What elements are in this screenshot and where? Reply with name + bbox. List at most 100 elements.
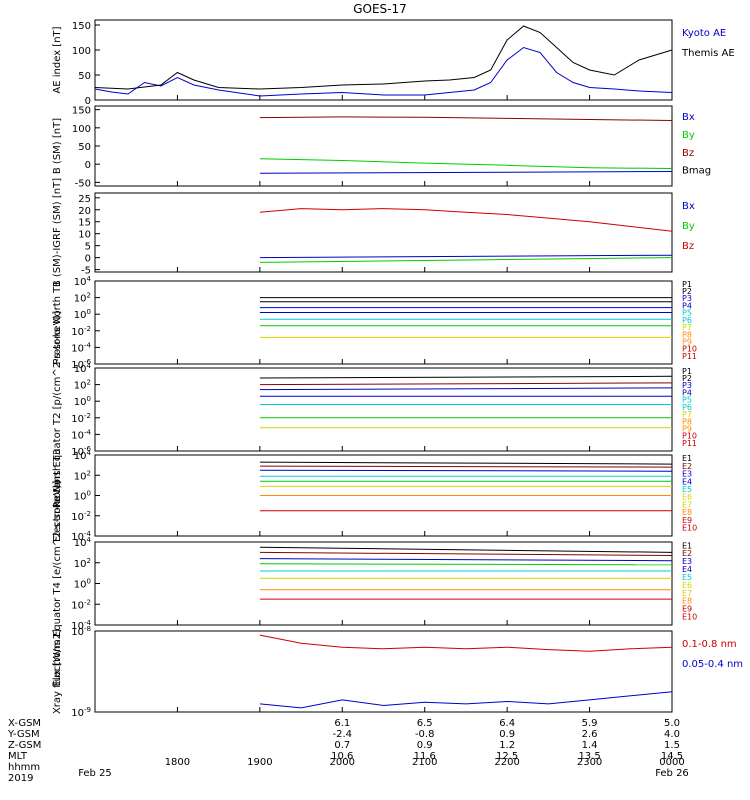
y-tick-label: 0	[85, 254, 91, 265]
y-tick-label: -5	[81, 266, 91, 277]
legend-entry: P10	[682, 432, 697, 441]
y-tick-label: 25	[78, 194, 91, 205]
y-tick-exponent: 0	[87, 308, 91, 316]
legend-entry: E5	[682, 573, 692, 582]
series-p3	[259, 387, 673, 391]
y-tick-exponent: -9	[84, 706, 91, 714]
ephemeris-value-z_gsm: 1.5	[664, 740, 680, 751]
legend-entry: E5	[682, 485, 692, 494]
legend-entry: E4	[682, 565, 692, 574]
y-tick-exponent: -4	[84, 530, 92, 538]
legend-entry: P9	[682, 425, 692, 434]
ephemeris-value-z_gsm: 1.4	[582, 740, 598, 751]
y-tick-exponent: 4	[87, 275, 92, 283]
legend-entry: Bmag	[682, 166, 711, 177]
legend-entry: P11	[682, 439, 697, 448]
legend-entry: E1	[682, 454, 692, 463]
ephemeris-row-label: MLT	[8, 751, 28, 762]
date-start-label: Feb 25	[78, 768, 112, 779]
time-tick-label: 2000	[330, 757, 355, 768]
legend-entry: E6	[682, 493, 692, 502]
y-tick-exponent: 2	[87, 292, 91, 300]
ephemeris-value-y_gsm: 2.6	[582, 729, 598, 740]
y-tick-label: 100	[72, 124, 91, 135]
y-axis-label: Protons Equator T2 [p/(cm^2-s-sr-keV)]	[52, 311, 63, 508]
y-axis-label: Protons North T1	[52, 280, 63, 364]
time-axis: 1800 1900 2000 2100 2200 2300 0000 Feb 25 Feb 26	[78, 757, 689, 779]
legend-entry: P4	[682, 388, 692, 397]
series-p2	[259, 382, 673, 386]
legend-entry: P9	[682, 338, 692, 347]
series-0-1-0-8-nm	[259, 634, 673, 652]
legend-entry: E9	[682, 516, 692, 525]
legend-entry: 0.05-0.4 nm	[682, 659, 743, 670]
ephemeris-value-y_gsm: -2.4	[333, 729, 353, 740]
y-axis-label: Electrons Equator T4 [e/(cm^2-s-sr-keV)]	[52, 481, 63, 687]
series-e4	[259, 563, 673, 566]
y-axis-label: B (SM) [nT]	[52, 118, 63, 174]
series-bz	[259, 116, 673, 121]
y-tick-label: -50	[75, 178, 91, 189]
time-tick-label: 1900	[247, 757, 272, 768]
legend-entry: E2	[682, 462, 692, 471]
series-p1	[259, 375, 673, 379]
ephemeris-value-mlt: 13.5	[578, 751, 600, 762]
legend-entry: P1	[682, 367, 692, 376]
y-tick-exponent: -2	[84, 510, 91, 518]
panel-frame	[94, 367, 673, 452]
y-axis-label: Electrons North T3	[52, 449, 63, 542]
legend-entry: Bx	[682, 112, 695, 123]
legend-entry: Bz	[682, 241, 694, 252]
y-tick-exponent: -2	[84, 325, 91, 333]
legend-entry: E8	[682, 508, 692, 517]
y-axis-label: B (SM)-IGRF (SM) [nT]	[52, 178, 63, 287]
series-e2	[259, 465, 673, 468]
legend-entry: E3	[682, 557, 692, 566]
y-tick-exponent: 0	[87, 578, 91, 586]
ephemeris-value-z_gsm: 1.2	[499, 740, 515, 751]
ephemeris-row-label: hhmm	[8, 762, 40, 773]
time-tick-label: 2200	[494, 757, 519, 768]
legend-entry: P10	[682, 345, 697, 354]
legend-entry: E10	[682, 524, 697, 533]
series-by	[259, 257, 673, 263]
ephemeris-row-label: 2019	[8, 773, 33, 784]
y-tick-exponent: 4	[87, 362, 92, 370]
series-e2	[259, 551, 673, 556]
ephemeris-value-mlt: 11.6	[414, 751, 436, 762]
legend-entry: By	[682, 130, 695, 141]
y-tick-label: 150	[72, 106, 91, 117]
ephemeris-value-y_gsm: 4.0	[664, 729, 680, 740]
legend-entry: P6	[682, 316, 692, 325]
ephemeris-row-label: X-GSM	[8, 718, 41, 729]
panel-frame	[94, 19, 673, 101]
legend-entry: P7	[682, 323, 692, 332]
legend-entry: E9	[682, 605, 692, 614]
y-tick-exponent: -4	[84, 619, 92, 627]
legend-entry: E6	[682, 581, 692, 590]
legend-entry: Themis AE	[681, 48, 735, 59]
legend-entry: P2	[682, 287, 692, 296]
y-tick-label: 0	[85, 96, 91, 107]
legend-entry: E10	[682, 612, 697, 621]
ephemeris-value-y_gsm: 0.9	[499, 729, 515, 740]
series-e1	[259, 546, 673, 553]
series-kyoto-ae	[94, 46, 673, 97]
y-tick-exponent: 2	[87, 379, 91, 387]
time-tick-label: 0000	[659, 757, 684, 768]
series-bx	[259, 171, 673, 174]
legend-entry: P2	[682, 374, 692, 383]
legend-entry: 0.1-0.8 nm	[682, 639, 737, 650]
legend-entry: P4	[682, 301, 692, 310]
series-by	[259, 158, 673, 169]
ephemeris-value-mlt: 14.5	[661, 751, 683, 762]
legend-entry: P8	[682, 330, 692, 339]
legend-entry: P3	[682, 294, 692, 303]
legend-entry: P8	[682, 417, 692, 426]
ephemeris-value-x_gsm: 6.1	[334, 718, 350, 729]
